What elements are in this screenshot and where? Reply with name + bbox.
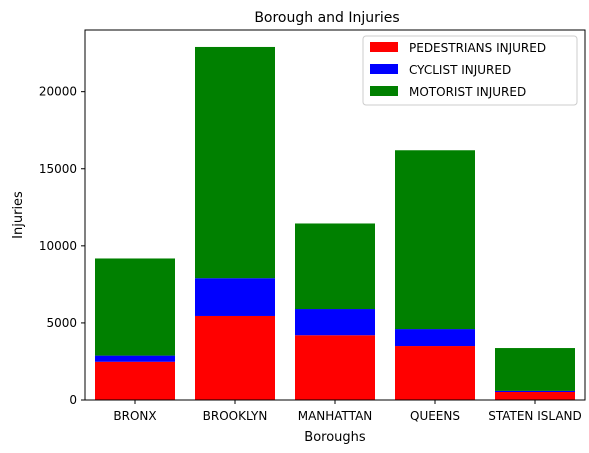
bar-cyclist-injured (95, 355, 175, 362)
y-tick-label: 20000 (39, 85, 77, 99)
legend-label: CYCLIST INJURED (409, 63, 511, 77)
x-tick-label: STATEN ISLAND (488, 409, 582, 423)
bar-pedestrians-injured (395, 346, 475, 400)
y-axis-label: Injuries (11, 191, 26, 239)
bar-pedestrians-injured (95, 361, 175, 400)
bar-cyclist-injured (295, 309, 375, 336)
y-tick-label: 0 (69, 393, 77, 407)
x-axis-label: Boroughs (304, 430, 366, 445)
y-axis: 0 5000 10000 15000 20000 (39, 85, 85, 407)
y-tick-label: 5000 (46, 316, 77, 330)
legend: PEDESTRIANS INJURED CYCLIST INJURED MOTORI… (362, 35, 578, 106)
x-axis: BRONX BROOKLYN MANHATTAN QUEENS STATEN ISLAN… (113, 400, 582, 423)
bar-pedestrians-injured (495, 391, 575, 400)
y-tick-label: 15000 (39, 162, 77, 176)
bar-motorist-injured (95, 258, 175, 356)
bar-cyclist-injured (195, 278, 275, 316)
bar-pedestrians-injured (295, 335, 375, 400)
legend-frame (362, 35, 578, 106)
bar-pedestrians-injured (195, 315, 275, 400)
bar-motorist-injured (195, 46, 275, 279)
bars-layer (95, 46, 575, 400)
x-tick-label: MANHATTAN (298, 409, 373, 423)
x-tick-label: QUEENS (410, 409, 460, 423)
legend-label: MOTORIST INJURED (409, 85, 526, 99)
bar-cyclist-injured (495, 390, 575, 392)
legend-swatch (370, 64, 398, 74)
bar-cyclist-injured (395, 329, 475, 347)
legend-swatch (370, 42, 398, 52)
bar-motorist-injured (495, 348, 575, 391)
x-tick-label: BROOKLYN (203, 409, 268, 423)
chart-title: Borough and Injuries (254, 10, 399, 26)
x-tick-label: BRONX (113, 409, 156, 423)
legend-swatch (370, 86, 398, 96)
bar-motorist-injured (295, 223, 375, 310)
bar-motorist-injured (395, 150, 475, 330)
y-tick-label: 10000 (39, 239, 77, 253)
legend-label: PEDESTRIANS INJURED (409, 41, 546, 55)
